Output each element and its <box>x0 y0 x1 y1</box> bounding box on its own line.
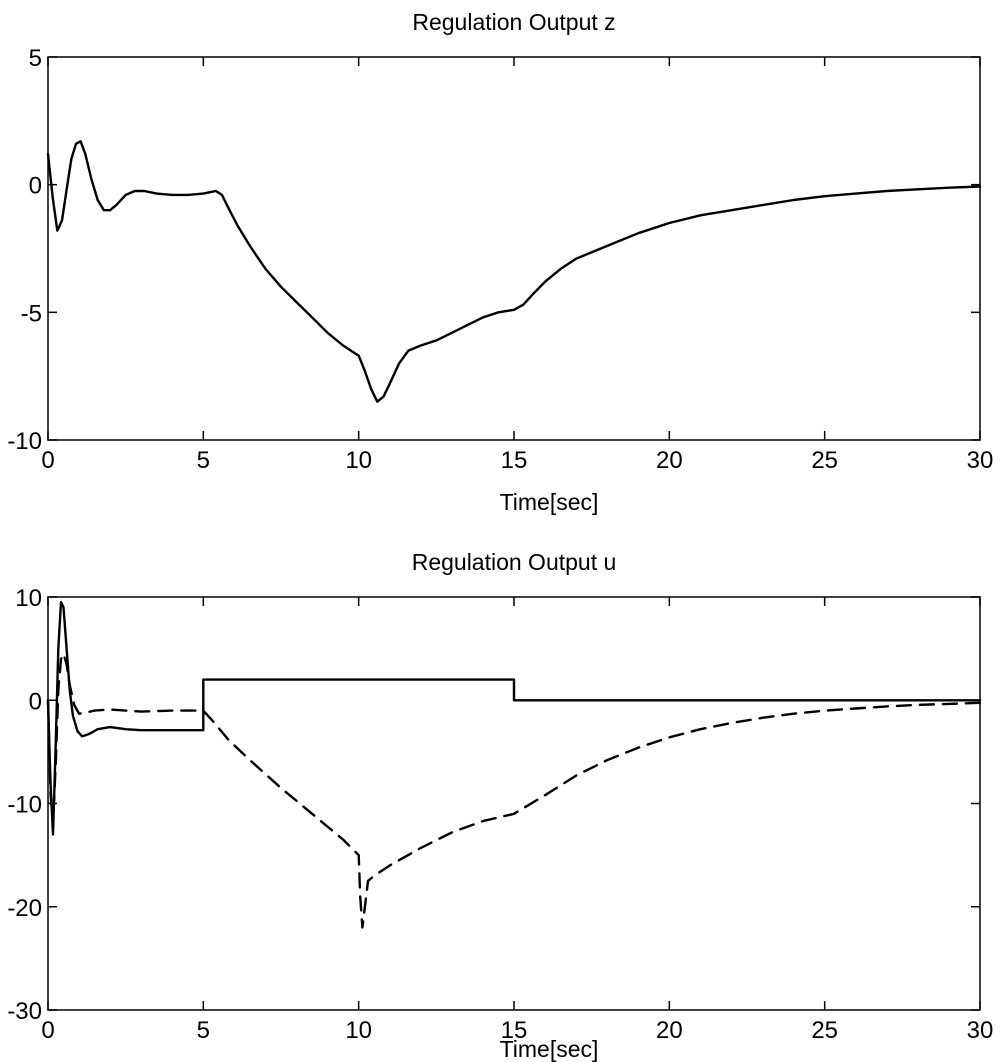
series-line-solid <box>48 141 980 401</box>
x-tick-label: 5 <box>197 1017 210 1044</box>
x-tick-label: 0 <box>41 447 54 474</box>
x-axis-label: Time[sec] <box>500 489 599 515</box>
y-tick-label: -5 <box>21 300 42 327</box>
x-tick-label: 25 <box>811 447 838 474</box>
y-tick-label: -20 <box>7 895 42 922</box>
x-tick-label: 30 <box>967 447 994 474</box>
y-tick-label: -10 <box>7 428 42 455</box>
x-tick-label: 5 <box>197 447 210 474</box>
x-tick-label: 15 <box>501 447 528 474</box>
axes-frame <box>48 597 980 1010</box>
plot-regulation-output-z: Regulation Output z 0 5 10 15 20 25 30 5 0 -5 -10 Ti… <box>7 9 993 515</box>
y-tick-label: 10 <box>15 585 42 612</box>
series-line-solid <box>48 602 980 834</box>
y-tick-label: 0 <box>29 173 42 200</box>
x-tick-label: 20 <box>656 1017 683 1044</box>
x-tick-label: 30 <box>967 1017 994 1044</box>
x-tick-label: 25 <box>811 1017 838 1044</box>
plot-regulation-output-u: Regulation Output u0 5 10 15 20 25 30100-10-20… <box>7 549 993 1062</box>
y-tick-label: 0 <box>29 688 42 715</box>
y-tick-label: 5 <box>29 45 42 72</box>
x-axis-label: Time[sec] <box>500 1036 599 1062</box>
x-tick-label: 10 <box>345 447 372 474</box>
y-tick-label: -10 <box>7 792 42 819</box>
chart-title: Regulation Output u <box>412 549 617 575</box>
x-tick-label: 20 <box>656 447 683 474</box>
x-tick-label: 10 <box>345 1017 372 1044</box>
x-tick-label: 0 <box>41 1017 54 1044</box>
chart-title: Regulation Output z <box>412 9 615 35</box>
axes-frame <box>48 57 980 440</box>
y-tick-label: -30 <box>7 998 42 1025</box>
